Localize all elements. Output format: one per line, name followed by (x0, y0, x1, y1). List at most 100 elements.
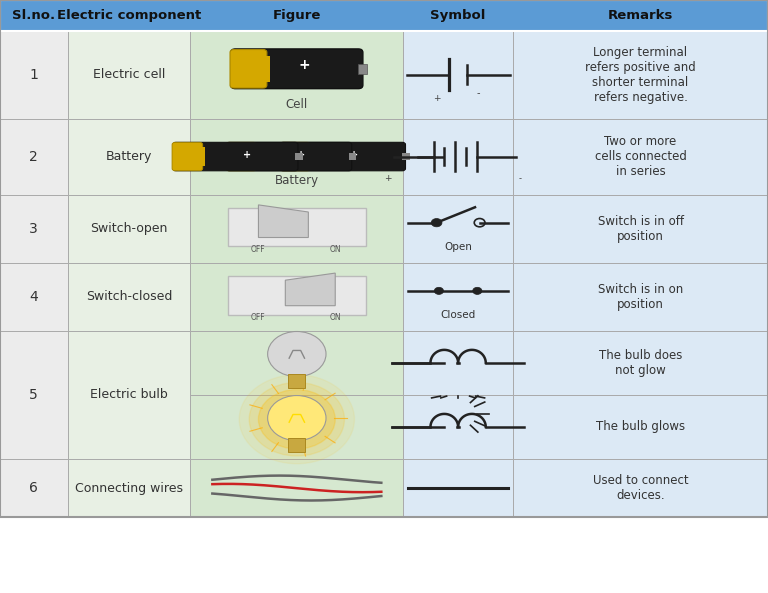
Circle shape (268, 396, 326, 441)
Bar (403, 119, 513, 195)
Bar (513, 395, 768, 459)
Bar (513, 31, 768, 119)
Text: Longer terminal
refers positive and
shorter terminal
refers negative.: Longer terminal refers positive and shor… (585, 46, 696, 104)
Polygon shape (227, 276, 366, 315)
Circle shape (268, 331, 326, 377)
Bar (68, 195, 190, 263)
Text: 4: 4 (29, 290, 38, 304)
Text: 3: 3 (29, 222, 38, 235)
Bar (0, 0, 768, 517)
Text: Figure: Figure (273, 9, 321, 22)
Bar (68, 119, 190, 195)
Text: Two or more
cells connected
in series: Two or more cells connected in series (594, 135, 687, 178)
Text: Cell: Cell (286, 98, 308, 111)
Bar (349, 153, 356, 160)
Text: Battery: Battery (106, 150, 152, 163)
Bar (513, 331, 768, 395)
Bar (402, 153, 410, 160)
Bar (0, 119, 68, 195)
Circle shape (240, 375, 355, 464)
Text: Electric component: Electric component (57, 9, 201, 22)
Text: +: + (384, 174, 391, 183)
Bar (289, 438, 306, 452)
Bar (0, 331, 68, 395)
Bar (68, 395, 190, 459)
Bar (513, 119, 768, 195)
Bar (0, 263, 68, 331)
Text: +: + (243, 151, 251, 160)
Text: Closed: Closed (441, 310, 475, 320)
Text: The bulb glows: The bulb glows (596, 420, 685, 433)
Text: Switch is in on
position: Switch is in on position (598, 283, 684, 311)
Bar (68, 263, 190, 331)
Bar (190, 119, 403, 195)
Bar (68, 31, 190, 119)
Text: ON: ON (329, 314, 341, 323)
Bar (197, 147, 205, 166)
Bar (358, 64, 368, 74)
Bar (403, 195, 513, 263)
Circle shape (435, 288, 444, 295)
Bar (190, 263, 403, 331)
Circle shape (472, 288, 482, 295)
Text: Electric cell: Electric cell (93, 68, 165, 81)
Text: -: - (519, 174, 521, 183)
Bar (513, 263, 768, 331)
Bar (403, 263, 513, 331)
Text: 2: 2 (29, 149, 38, 164)
Bar (0, 195, 68, 263)
FancyBboxPatch shape (230, 50, 267, 88)
Text: 1: 1 (29, 68, 38, 82)
FancyBboxPatch shape (280, 142, 406, 171)
Text: Switch-open: Switch-open (91, 222, 167, 235)
Polygon shape (227, 208, 366, 247)
Text: Connecting wires: Connecting wires (75, 482, 183, 495)
Text: Symbol: Symbol (430, 9, 486, 22)
Bar (513, 459, 768, 517)
Bar (190, 195, 403, 263)
Text: Used to connect
devices.: Used to connect devices. (593, 474, 688, 502)
Circle shape (258, 390, 335, 449)
Bar (305, 147, 313, 166)
Text: ON: ON (329, 246, 341, 254)
Bar (68, 459, 190, 517)
FancyBboxPatch shape (230, 49, 362, 89)
Bar (0, 395, 68, 459)
Bar (403, 331, 513, 395)
Bar (260, 56, 270, 82)
FancyBboxPatch shape (172, 142, 203, 171)
Bar (295, 153, 303, 160)
Bar (0, 0, 768, 31)
Text: Switch is in off
position: Switch is in off position (598, 215, 684, 243)
Bar (68, 331, 190, 459)
FancyBboxPatch shape (280, 142, 310, 171)
Bar (403, 459, 513, 517)
Text: +: + (350, 151, 359, 160)
Text: Electric bulb: Electric bulb (90, 388, 168, 401)
Bar (190, 395, 403, 459)
Bar (289, 374, 306, 388)
Bar (190, 459, 403, 517)
Bar (0, 31, 68, 119)
Bar (0, 331, 68, 459)
Text: -: - (476, 88, 480, 98)
FancyBboxPatch shape (173, 142, 298, 171)
Text: +: + (299, 58, 310, 72)
FancyBboxPatch shape (226, 142, 257, 171)
Text: OFF: OFF (251, 246, 266, 254)
Text: 6: 6 (29, 481, 38, 495)
Bar (513, 195, 768, 263)
Polygon shape (258, 205, 309, 238)
Text: Remarks: Remarks (607, 9, 674, 22)
Text: OFF: OFF (251, 314, 266, 323)
Bar (403, 31, 513, 119)
Bar (403, 395, 513, 459)
Text: Open: Open (444, 242, 472, 251)
FancyBboxPatch shape (227, 142, 352, 171)
Text: Battery: Battery (275, 174, 319, 187)
Circle shape (249, 382, 344, 456)
Text: Sl.no.: Sl.no. (12, 9, 55, 22)
Text: Switch-closed: Switch-closed (86, 291, 172, 303)
Bar (190, 31, 403, 119)
Text: 5: 5 (29, 388, 38, 402)
